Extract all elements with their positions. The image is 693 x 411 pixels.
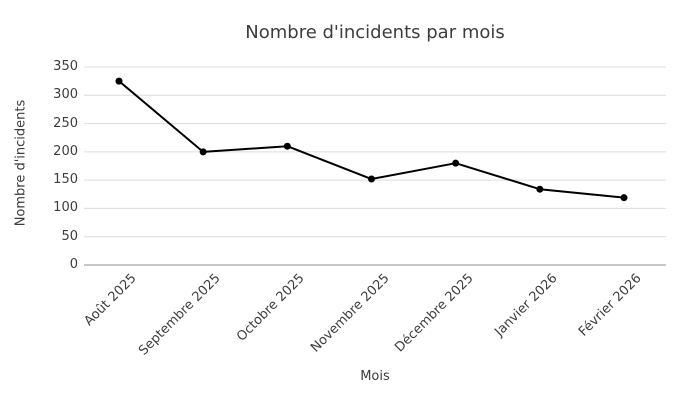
data-point[interactable] (368, 175, 375, 183)
y-tick-label: 0 (69, 257, 78, 272)
data-point[interactable] (620, 194, 628, 202)
y-tick-label: 300 (53, 87, 78, 103)
x-axis-title: Mois (360, 369, 390, 384)
data-point[interactable] (115, 77, 123, 85)
data-point[interactable] (199, 148, 207, 156)
y-tick-label: 100 (53, 200, 78, 216)
y-tick-label: 150 (53, 172, 78, 188)
y-tick-label: 200 (53, 143, 78, 159)
y-tick-label: 350 (53, 59, 78, 74)
data-point[interactable] (283, 142, 291, 150)
data-point[interactable] (452, 159, 460, 167)
y-tick-label: 250 (53, 115, 78, 131)
chart-title: Nombre d'incidents par mois (245, 22, 505, 43)
y-tick-label: 50 (61, 228, 78, 244)
data-point[interactable] (536, 185, 544, 193)
